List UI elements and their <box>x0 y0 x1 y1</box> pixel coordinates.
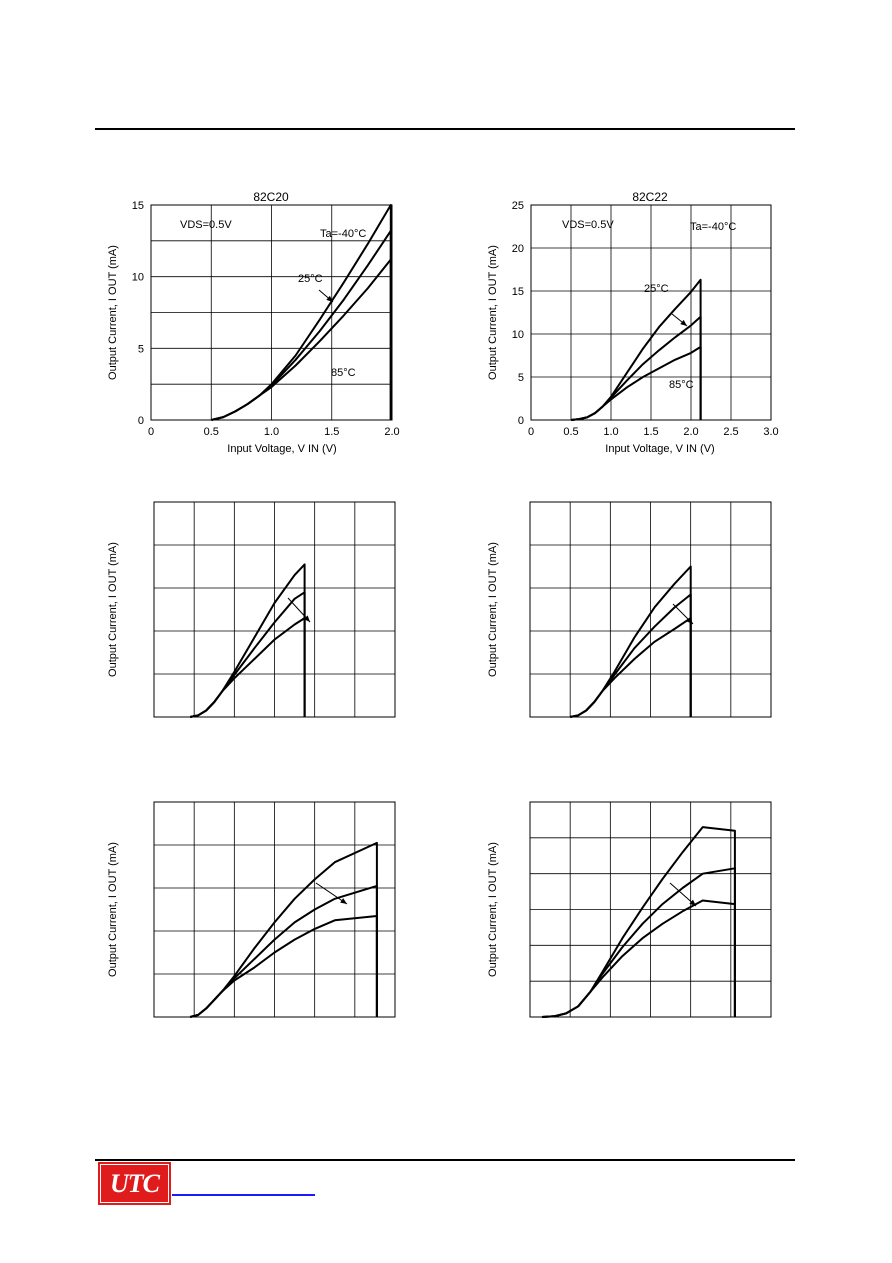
y-tick-label: 5 <box>138 343 144 355</box>
series-line-2 <box>570 315 702 421</box>
y-tick-label: 0 <box>518 415 524 427</box>
chart-5: Output Current, I OUT (mA) <box>107 801 396 1018</box>
annotation-label: Ta=-40°C <box>690 221 736 233</box>
series-line-3 <box>211 258 392 421</box>
series-line-1 <box>569 565 692 718</box>
logo-text: UTC <box>110 1168 160 1198</box>
series-line-2 <box>189 591 306 718</box>
x-tick-label: 0.5 <box>563 426 578 438</box>
series-line-2 <box>569 593 692 718</box>
x-tick-label: 0 <box>528 426 534 438</box>
y-tick-label: 25 <box>512 200 524 212</box>
x-axis-label: Input Voltage, V IN (V) <box>227 443 336 455</box>
chart-title: 82C22 <box>632 190 668 204</box>
x-tick-label: 0 <box>148 426 154 438</box>
annotation-label: 85°C <box>331 367 356 379</box>
header-rule <box>95 128 795 130</box>
plot-frame <box>529 801 772 1018</box>
annotation-arrowhead <box>686 617 693 624</box>
series-line-3 <box>189 915 378 1018</box>
series-line-3 <box>541 899 736 1018</box>
chart-1: 82C20 0 0.5 1.0 1.5 2.0 0 5 10 15 Input Voltage, V… <box>107 190 400 455</box>
y-tick-label: 10 <box>132 272 144 284</box>
chart-title: 82C20 <box>253 190 289 204</box>
annotation-arrowhead <box>680 319 687 326</box>
series-line-3 <box>570 345 702 421</box>
y-tick-label: 20 <box>512 243 524 255</box>
y-tick-label: 15 <box>512 286 524 298</box>
y-axis-label: Output Current, I OUT (mA) <box>107 542 119 677</box>
annotation-arrowhead <box>326 295 333 302</box>
y-tick-label: 5 <box>518 372 524 384</box>
series-line-1 <box>189 841 378 1018</box>
series-line-1 <box>189 563 306 718</box>
plot-frame <box>150 204 393 421</box>
chart-3: Output Current, I OUT (mA) <box>107 501 396 718</box>
x-tick-label: 1.5 <box>643 426 658 438</box>
series-line-2 <box>189 884 378 1018</box>
annotation-label: 25°C <box>298 273 323 285</box>
plot-frame <box>529 501 772 718</box>
x-tick-label: 1.0 <box>603 426 618 438</box>
utc-logo: UTC <box>98 1162 171 1205</box>
footer-link-underline[interactable] <box>172 1194 315 1196</box>
annotation-label: Ta=-40°C <box>320 228 366 240</box>
y-tick-label: 10 <box>512 329 524 341</box>
chart-6: Output Current, I OUT (mA) <box>487 801 772 1018</box>
plot-frame <box>153 501 396 718</box>
plot-frame <box>530 204 772 421</box>
series-line-1 <box>570 278 702 421</box>
y-axis-label: Output Current, I OUT (mA) <box>487 245 499 380</box>
series-line-1 <box>541 826 736 1018</box>
x-tick-label: 1.5 <box>324 426 339 438</box>
chart-2: 82C22 0 0.5 1.0 1.5 2.0 2.5 3.0 0 5 10 15 20 25 Input … <box>487 190 779 455</box>
plot-frame <box>153 801 396 1018</box>
annotation-label: 85°C <box>669 379 694 391</box>
series-line-3 <box>569 617 692 718</box>
x-tick-label: 2.5 <box>723 426 738 438</box>
x-axis-label: Input Voltage, V IN (V) <box>605 443 714 455</box>
annotation-label: 25°C <box>644 283 669 295</box>
annotation-arrowhead <box>303 615 310 622</box>
annotation-label: VDS=0.5V <box>562 219 614 231</box>
y-axis-label: Output Current, I OUT (mA) <box>107 245 119 380</box>
series-line-2 <box>211 229 392 421</box>
annotation-arrowhead <box>340 898 347 904</box>
x-tick-label: 2.0 <box>683 426 698 438</box>
x-tick-label: 0.5 <box>204 426 219 438</box>
chart-4: Output Current, I OUT (mA) <box>487 501 772 718</box>
y-axis-label: Output Current, I OUT (mA) <box>107 842 119 977</box>
x-tick-label: 2.0 <box>384 426 399 438</box>
y-axis-label: Output Current, I OUT (mA) <box>487 542 499 677</box>
x-tick-label: 3.0 <box>763 426 778 438</box>
footer-rule <box>95 1159 795 1161</box>
x-tick-label: 1.0 <box>264 426 279 438</box>
series-line-3 <box>189 617 306 718</box>
annotation-arrowhead <box>689 899 696 906</box>
y-tick-label: 0 <box>138 415 144 427</box>
y-tick-label: 15 <box>132 200 144 212</box>
annotation-label: VDS=0.5V <box>180 219 232 231</box>
y-axis-label: Output Current, I OUT (mA) <box>487 842 499 977</box>
